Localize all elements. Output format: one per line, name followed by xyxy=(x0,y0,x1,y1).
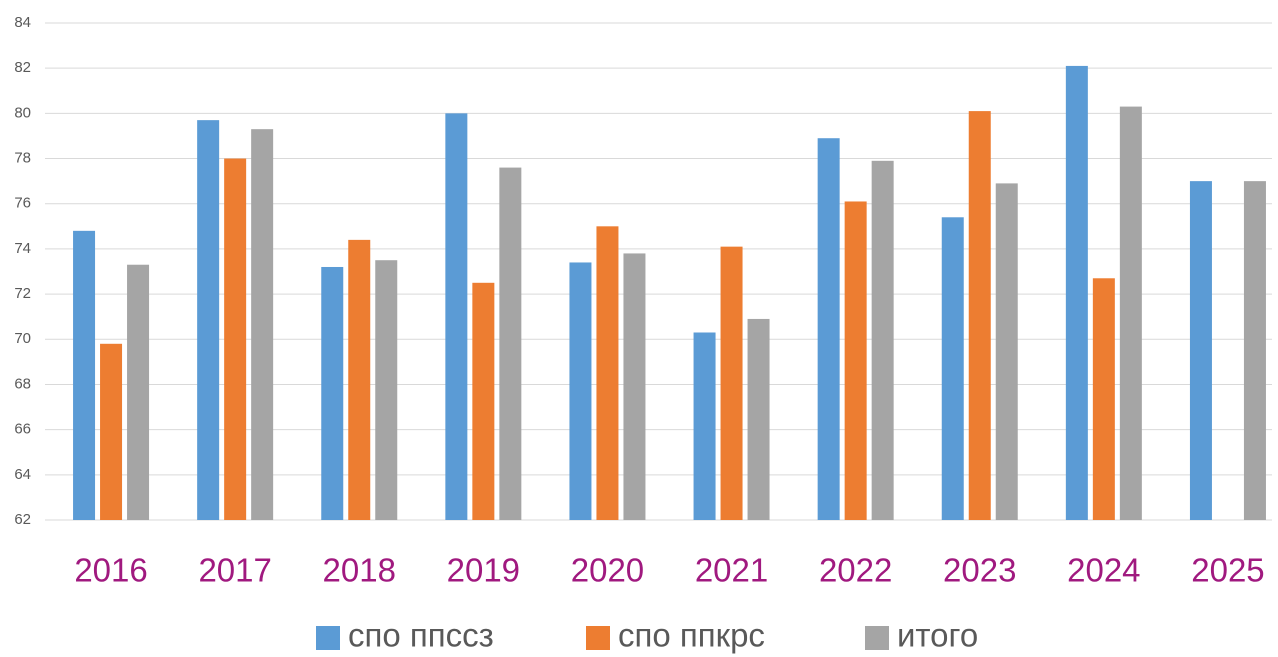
bar xyxy=(596,226,619,520)
bar xyxy=(871,160,894,520)
x-tick-label: 2018 xyxy=(323,552,396,589)
bar xyxy=(251,129,274,520)
bar xyxy=(321,266,344,520)
bar xyxy=(817,138,840,521)
x-tick-label: 2017 xyxy=(198,552,271,589)
bar xyxy=(720,246,743,520)
bar xyxy=(995,183,1018,521)
bar xyxy=(747,318,770,520)
bar xyxy=(623,253,646,520)
y-tick-label: 74 xyxy=(14,240,31,257)
bar xyxy=(472,282,495,520)
y-tick-label: 76 xyxy=(14,195,31,212)
bar xyxy=(693,332,716,520)
bar xyxy=(499,167,522,520)
x-tick-label: 2016 xyxy=(74,552,147,589)
bar xyxy=(1243,181,1266,521)
bar xyxy=(197,120,220,521)
y-tick-label: 64 xyxy=(14,466,31,483)
y-tick-label: 66 xyxy=(14,421,31,438)
bar xyxy=(375,260,398,520)
bar xyxy=(1065,65,1088,520)
legend-swatch xyxy=(865,626,889,650)
y-tick-label: 72 xyxy=(14,285,31,302)
y-tick-label: 70 xyxy=(14,330,31,347)
bar xyxy=(1189,181,1212,521)
legend-label: спо ппссз xyxy=(348,617,494,654)
bar xyxy=(569,262,592,520)
legend-label: итого xyxy=(897,617,978,654)
x-tick-label: 2022 xyxy=(819,552,892,589)
x-tick-label: 2020 xyxy=(571,552,644,589)
x-tick-label: 2023 xyxy=(943,552,1016,589)
y-tick-label: 80 xyxy=(14,104,31,121)
y-tick-label: 82 xyxy=(14,59,31,76)
y-tick-label: 62 xyxy=(14,511,31,528)
y-tick-label: 84 xyxy=(14,14,31,31)
bar xyxy=(1119,106,1142,520)
bar xyxy=(968,111,991,520)
legend-swatch xyxy=(586,626,610,650)
x-tick-label: 2025 xyxy=(1191,552,1264,589)
bar xyxy=(100,343,123,520)
x-tick-label: 2019 xyxy=(447,552,520,589)
bar xyxy=(844,201,867,520)
bar xyxy=(941,217,964,521)
legend-label: спо ппкрс xyxy=(618,617,765,654)
bar xyxy=(127,264,150,520)
bar xyxy=(1092,278,1115,520)
x-tick-label: 2021 xyxy=(695,552,768,589)
bar xyxy=(73,230,96,520)
legend-swatch xyxy=(316,626,340,650)
y-tick-label: 78 xyxy=(14,150,31,167)
x-tick-label: 2024 xyxy=(1067,552,1140,589)
bar xyxy=(348,239,371,520)
bar xyxy=(445,113,468,520)
bar xyxy=(224,158,247,520)
y-tick-label: 68 xyxy=(14,375,31,392)
